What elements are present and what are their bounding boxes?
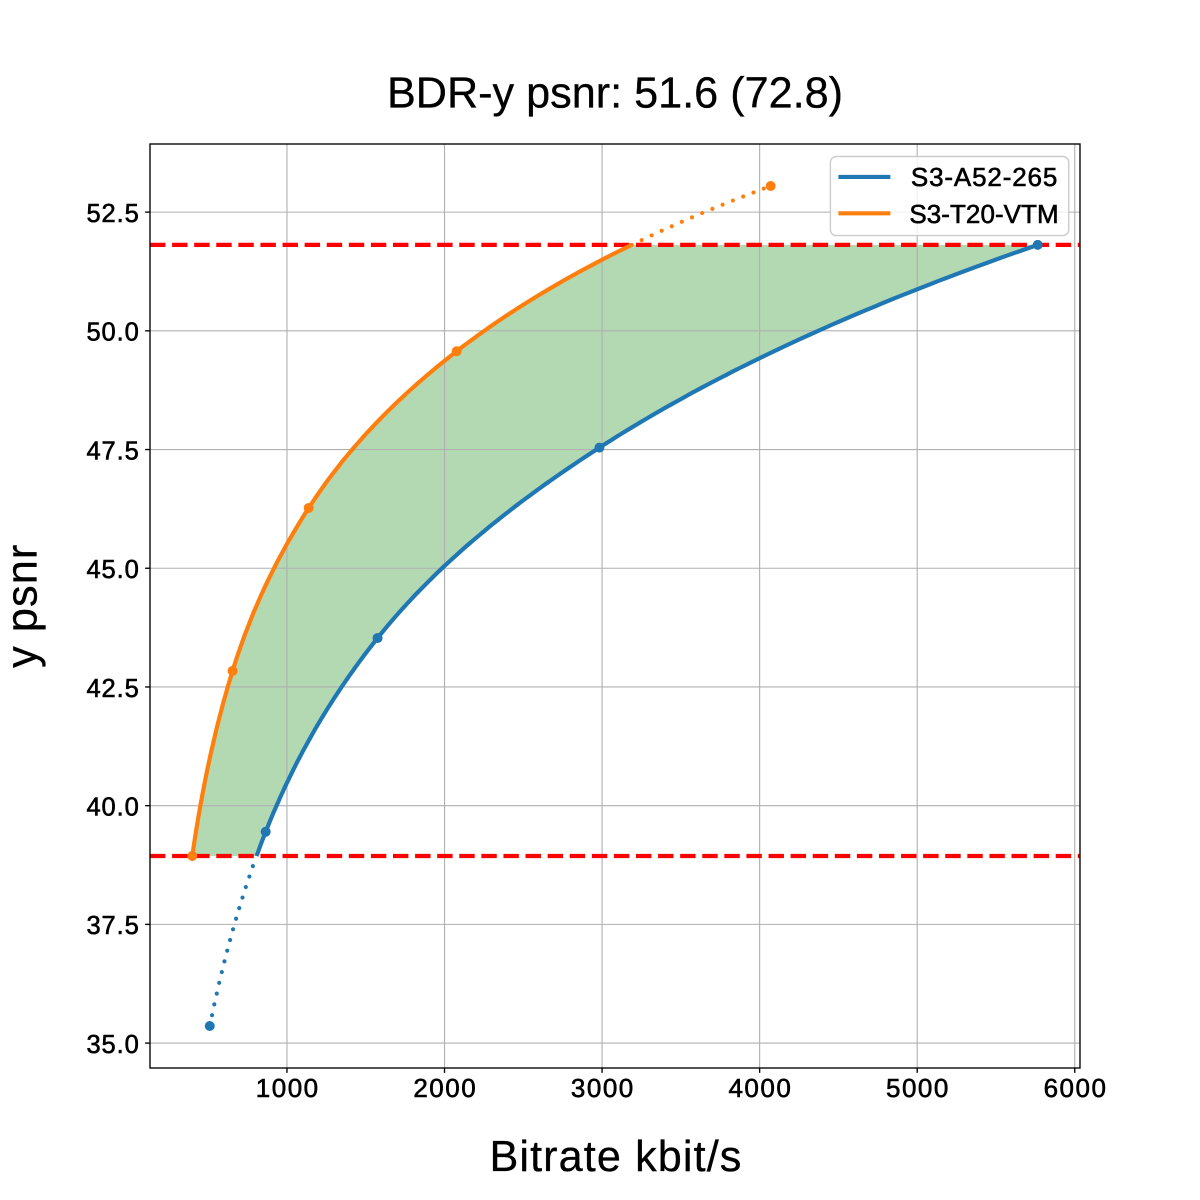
svg-text:6000: 6000 bbox=[1044, 1073, 1108, 1103]
svg-text:2000: 2000 bbox=[413, 1073, 477, 1103]
svg-text:5000: 5000 bbox=[886, 1073, 950, 1103]
svg-text:45.0: 45.0 bbox=[86, 556, 139, 584]
svg-text:BDR-y psnr: 51.6 (72.8): BDR-y psnr: 51.6 (72.8) bbox=[387, 69, 843, 117]
svg-text:37.5: 37.5 bbox=[86, 912, 139, 940]
svg-text:1000: 1000 bbox=[256, 1073, 320, 1103]
svg-text:52.5: 52.5 bbox=[86, 200, 139, 228]
svg-text:4000: 4000 bbox=[728, 1073, 792, 1103]
svg-text:Bitrate kbit/s: Bitrate kbit/s bbox=[489, 1133, 742, 1181]
svg-text:S3-T20-VTM: S3-T20-VTM bbox=[909, 199, 1058, 229]
svg-text:35.0: 35.0 bbox=[86, 1031, 139, 1059]
svg-text:42.5: 42.5 bbox=[86, 675, 139, 703]
svg-text:y psnr: y psnr bbox=[0, 544, 46, 668]
svg-text:S3-A52-265: S3-A52-265 bbox=[911, 162, 1058, 192]
svg-text:47.5: 47.5 bbox=[86, 437, 139, 465]
svg-text:40.0: 40.0 bbox=[86, 793, 139, 821]
svg-text:3000: 3000 bbox=[571, 1073, 635, 1103]
svg-text:50.0: 50.0 bbox=[86, 319, 139, 347]
